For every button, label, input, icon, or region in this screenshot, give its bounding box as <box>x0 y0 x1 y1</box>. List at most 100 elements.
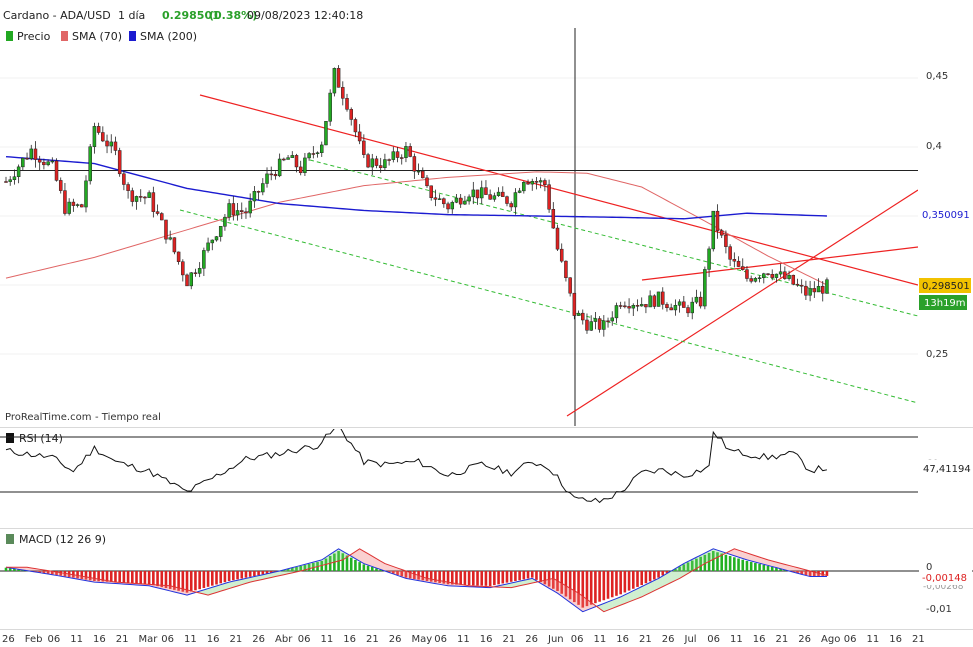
price-candle[interactable] <box>151 186 156 218</box>
price-candle[interactable] <box>8 176 12 186</box>
macd-histogram-bar[interactable] <box>800 571 803 574</box>
macd-histogram-bar[interactable] <box>535 571 538 580</box>
price-candle[interactable] <box>134 195 139 210</box>
macd-histogram-bar[interactable] <box>627 571 631 591</box>
price-candle[interactable] <box>391 146 396 163</box>
price-candle[interactable] <box>294 153 299 173</box>
macd-histogram-bar[interactable] <box>594 571 597 604</box>
price-candle[interactable] <box>589 315 593 332</box>
price-candle[interactable] <box>639 297 644 307</box>
price-candle[interactable] <box>210 239 215 251</box>
price-candle[interactable] <box>202 247 206 277</box>
price-candle[interactable] <box>345 93 349 112</box>
trendlines[interactable] <box>179 94 918 417</box>
macd-histogram-bar[interactable] <box>623 571 627 593</box>
price-candle[interactable] <box>105 134 109 154</box>
macd-histogram-bar[interactable] <box>358 562 361 571</box>
price-candle[interactable] <box>315 151 320 158</box>
macd-histogram-bar[interactable] <box>164 571 168 589</box>
macd-histogram-bar[interactable] <box>741 559 745 571</box>
macd-histogram-bar[interactable] <box>724 554 728 571</box>
price-candle[interactable] <box>320 141 324 157</box>
price-candle[interactable] <box>421 167 425 179</box>
macd-histogram-bar[interactable] <box>682 564 686 571</box>
macd-histogram-bar[interactable] <box>223 571 227 583</box>
price-candle[interactable] <box>513 188 518 215</box>
price-candle[interactable] <box>820 281 825 302</box>
price-candle[interactable] <box>298 160 303 176</box>
macd-histogram-bar[interactable] <box>484 571 488 586</box>
price-candle[interactable] <box>206 237 210 253</box>
macd-histogram-bar[interactable] <box>185 571 189 593</box>
macd-histogram-bar[interactable] <box>202 571 206 588</box>
macd-histogram-bar[interactable] <box>290 568 294 571</box>
price-candle[interactable] <box>757 275 762 283</box>
macd-histogram-bar[interactable] <box>122 571 126 583</box>
macd-histogram-bar[interactable] <box>375 568 378 571</box>
macd-histogram-bar[interactable] <box>598 571 601 602</box>
price-candle[interactable] <box>509 201 513 212</box>
price-candle[interactable] <box>825 277 829 294</box>
price-candle[interactable] <box>189 271 193 290</box>
price-candle[interactable] <box>252 186 257 208</box>
macd-histogram-bar[interactable] <box>547 571 551 587</box>
macd-histogram-bar[interactable] <box>522 571 526 580</box>
macd-histogram-bar[interactable] <box>4 567 8 571</box>
macd-histogram-bar[interactable] <box>825 571 829 576</box>
macd-histogram-bar[interactable] <box>446 571 450 585</box>
macd-histogram-bar[interactable] <box>808 571 812 576</box>
macd-histogram-bar[interactable] <box>126 571 130 584</box>
price-candle[interactable] <box>673 299 678 316</box>
price-candle[interactable] <box>324 121 328 146</box>
macd-histogram-bar[interactable] <box>543 571 547 585</box>
macd-histogram-bar[interactable] <box>194 571 197 591</box>
price-candle[interactable] <box>644 304 648 314</box>
price-candle[interactable] <box>101 126 105 143</box>
macd-histogram-bar[interactable] <box>118 571 121 583</box>
macd-line[interactable] <box>5 548 827 613</box>
macd-histogram-bar[interactable] <box>467 571 471 586</box>
macd-histogram-bar[interactable] <box>762 565 766 571</box>
macd-histogram-bar[interactable] <box>156 571 159 587</box>
price-candle[interactable] <box>572 292 577 320</box>
price-candle[interactable] <box>387 158 391 166</box>
price-candle[interactable] <box>336 65 341 88</box>
macd-histogram-bar[interactable] <box>286 569 290 571</box>
macd-histogram-bar[interactable] <box>442 571 446 584</box>
macd-histogram-bar[interactable] <box>17 569 20 571</box>
price-candle[interactable] <box>63 182 67 216</box>
macd-histogram-bar[interactable] <box>421 571 425 581</box>
macd-histogram-bar[interactable] <box>733 557 736 571</box>
macd-histogram-bar[interactable] <box>109 571 113 583</box>
price-candle[interactable] <box>130 187 135 207</box>
macd-histogram-bar[interactable] <box>791 571 795 572</box>
price-candle[interactable] <box>795 278 800 287</box>
price-candle[interactable] <box>92 122 97 154</box>
macd-histogram-bar[interactable] <box>21 570 25 571</box>
macd-histogram-bar[interactable] <box>745 561 749 571</box>
macd-histogram-bar[interactable] <box>493 571 496 586</box>
macd-histogram-bar[interactable] <box>610 571 614 598</box>
macd-histogram-bar[interactable] <box>644 571 648 584</box>
macd-signal-line[interactable] <box>6 548 828 613</box>
price-candle[interactable] <box>168 230 172 241</box>
macd-histogram-bar[interactable] <box>88 571 92 581</box>
price-candle[interactable] <box>88 144 92 185</box>
macd-histogram-bar[interactable] <box>728 556 732 571</box>
macd-histogram-bar[interactable] <box>370 567 374 571</box>
price-candle[interactable] <box>261 178 265 196</box>
price-candle[interactable] <box>16 164 21 184</box>
macd-histogram-bar[interactable] <box>425 571 429 581</box>
price-candle[interactable] <box>618 301 623 309</box>
macd-histogram-bar[interactable] <box>303 565 307 571</box>
macd-histogram-bar[interactable] <box>34 571 37 572</box>
macd-histogram-bar[interactable] <box>404 571 408 578</box>
price-candle[interactable] <box>492 192 497 202</box>
price-candle[interactable] <box>610 311 614 326</box>
macd-histogram-bar[interactable] <box>577 571 580 605</box>
price-candle[interactable] <box>240 202 244 220</box>
macd-histogram-bar[interactable] <box>661 571 665 576</box>
price-candle[interactable] <box>223 214 227 231</box>
price-candle[interactable] <box>648 290 652 308</box>
price-candle[interactable] <box>791 274 796 286</box>
